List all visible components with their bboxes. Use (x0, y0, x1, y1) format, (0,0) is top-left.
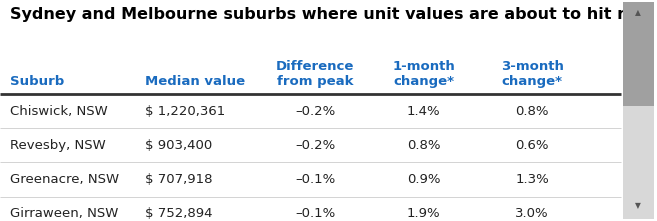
Text: –0.1%: –0.1% (295, 173, 336, 186)
Text: Difference
from peak: Difference from peak (276, 60, 355, 88)
Text: ▲: ▲ (635, 8, 641, 17)
FancyBboxPatch shape (623, 2, 654, 106)
Text: –0.1%: –0.1% (295, 207, 336, 220)
Text: 3.0%: 3.0% (515, 207, 549, 220)
Text: Chiswick, NSW: Chiswick, NSW (10, 105, 108, 118)
Text: Suburb: Suburb (10, 75, 64, 88)
Text: 3-month
change*: 3-month change* (501, 60, 564, 88)
Text: $ 752,894: $ 752,894 (145, 207, 212, 220)
Text: 0.8%: 0.8% (407, 139, 440, 152)
Text: 0.9%: 0.9% (407, 173, 440, 186)
Text: Sydney and Melbourne suburbs where unit values are about to hit new records: Sydney and Melbourne suburbs where unit … (10, 7, 657, 22)
Text: 1-month
change*: 1-month change* (392, 60, 455, 88)
Text: Greenacre, NSW: Greenacre, NSW (10, 173, 119, 186)
Text: ▼: ▼ (635, 201, 641, 210)
Text: –0.2%: –0.2% (295, 139, 336, 152)
Text: $ 1,220,361: $ 1,220,361 (145, 105, 225, 118)
Text: 0.8%: 0.8% (516, 105, 549, 118)
Text: $ 707,918: $ 707,918 (145, 173, 212, 186)
Text: 1.4%: 1.4% (407, 105, 441, 118)
Text: 0.6%: 0.6% (516, 139, 549, 152)
Text: $ 903,400: $ 903,400 (145, 139, 212, 152)
Text: Girraween, NSW: Girraween, NSW (10, 207, 118, 220)
Text: Median value: Median value (145, 75, 244, 88)
Text: –0.2%: –0.2% (295, 105, 336, 118)
Text: 1.9%: 1.9% (407, 207, 441, 220)
FancyBboxPatch shape (623, 2, 654, 219)
Text: Revesby, NSW: Revesby, NSW (10, 139, 106, 152)
Text: 1.3%: 1.3% (515, 173, 549, 186)
